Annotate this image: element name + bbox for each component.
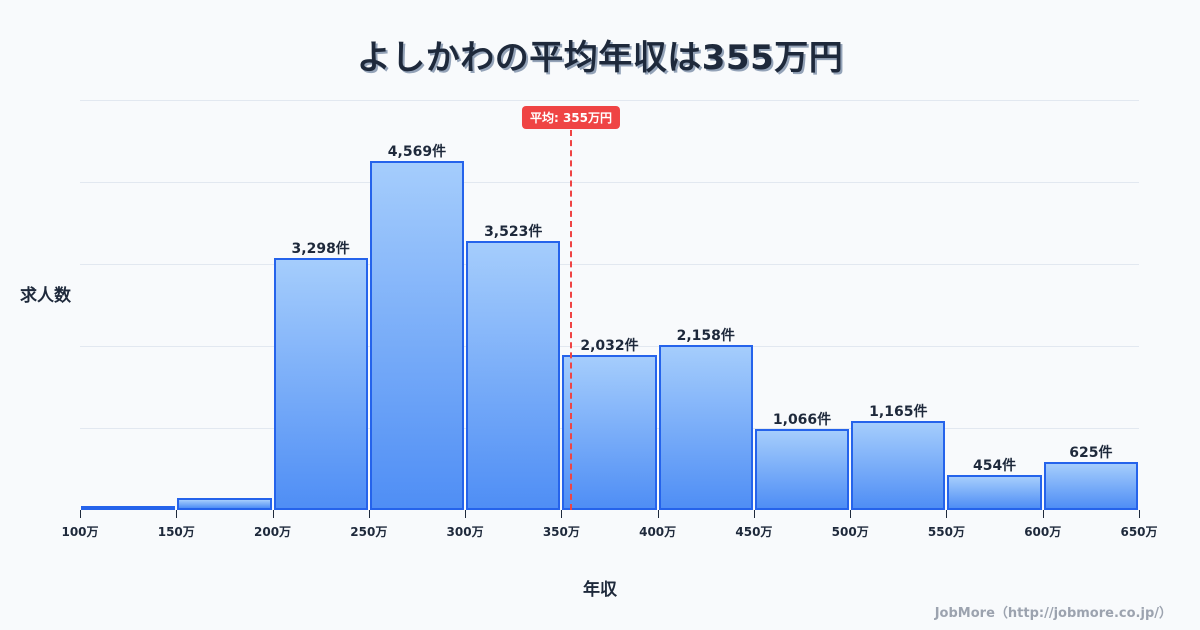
histogram-bar: [562, 354, 657, 510]
histogram-bar: [754, 428, 850, 510]
histogram-bar: [658, 345, 753, 510]
x-tick-label: 550万: [927, 525, 965, 539]
y-axis-label: 求人数: [20, 286, 71, 306]
gridline: [80, 182, 1139, 183]
x-tick-label: 300万: [446, 525, 484, 539]
histogram-bar: [1043, 462, 1138, 510]
x-tick-label: 100万: [61, 525, 99, 539]
x-axis-label: 年収: [583, 580, 617, 600]
x-tick: [1139, 510, 1140, 518]
bar-value-label: 2,158件: [676, 328, 735, 345]
x-tick-label: 200万: [254, 525, 292, 539]
x-tick-label: 400万: [639, 525, 677, 539]
histogram-bar: [851, 421, 946, 510]
bar-value-label: 1,066件: [772, 411, 832, 428]
x-tick: [465, 510, 467, 518]
bar-value-label: 625件: [1069, 445, 1113, 462]
gridline: [80, 264, 1139, 265]
x-tick-label: 250万: [350, 525, 388, 539]
histogram-bar: [177, 498, 272, 510]
histogram-bar: [81, 506, 176, 510]
bar-value-label: 1,165件: [869, 404, 928, 420]
average-badge: 平均: 355万円: [521, 106, 620, 129]
histogram-bar: [369, 161, 465, 510]
histogram-bar: [466, 240, 561, 510]
x-tick-label: 650万: [1120, 525, 1158, 539]
x-tick: [1042, 510, 1044, 518]
gridline: [80, 346, 1139, 347]
x-tick: [561, 510, 563, 518]
x-tick-label: 450万: [735, 525, 773, 539]
x-tick-label: 600万: [1024, 525, 1062, 539]
x-tick: [946, 510, 948, 518]
x-tick: [753, 510, 755, 518]
bar-value-label: 3,298件: [291, 241, 350, 258]
bar-value-label: 454件: [972, 458, 1017, 475]
average-line: [569, 130, 572, 510]
x-tick: [850, 510, 852, 518]
x-tick-label: 150万: [157, 525, 195, 539]
source-credit: JobMore（http://jobmore.co.jp/）: [934, 606, 1172, 621]
x-tick: [657, 510, 659, 518]
plot-area: 3,298件 4,569件 3,523件 2,032件 2,158件 1,066件 1,16…: [80, 100, 1139, 510]
x-tick: [368, 510, 370, 518]
x-tick-label: 500万: [831, 525, 869, 539]
x-tick: [272, 510, 274, 518]
histogram-bar: [273, 258, 368, 510]
gridline: [80, 100, 1139, 101]
x-tick: [80, 510, 81, 518]
bar-value-label: 2,032件: [580, 337, 639, 354]
bar-value-label: 3,523件: [484, 223, 543, 240]
x-tick-label: 350万: [542, 525, 580, 539]
histogram-bar: [947, 475, 1042, 510]
chart-title: よしかわの平均年収は355万円: [356, 38, 844, 78]
bar-value-label: 4,569件: [387, 144, 447, 160]
x-tick: [176, 510, 178, 518]
